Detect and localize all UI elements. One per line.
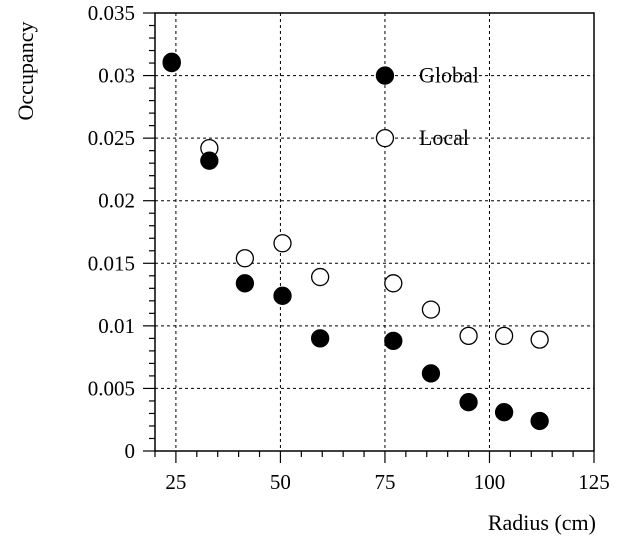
y-tick-label: 0.01: [98, 314, 135, 338]
x-tick-label: 25: [165, 470, 186, 494]
legend-local-marker: [375, 128, 395, 148]
local-data-point: [235, 249, 255, 268]
global-data-point: [162, 53, 181, 73]
local-data-point: [384, 274, 403, 293]
y-tick-label: 0.02: [98, 189, 135, 213]
y-tick-label: 0: [125, 439, 136, 463]
global-data-point: [384, 331, 403, 351]
local-data-point: [494, 326, 514, 346]
local-data-point: [459, 326, 478, 346]
legend-global-marker: [375, 66, 395, 85]
global-data-point: [310, 329, 330, 348]
axis-ticks: 25 50 75 100 125 0 0.005 0.01 0.015 0.02 0.025 0.03…: [88, 1, 610, 494]
legend: Global Local: [375, 63, 479, 150]
global-data-point: [200, 151, 219, 170]
global-data-point: [421, 364, 441, 383]
y-tick-label: 0.025: [88, 126, 135, 150]
local-data-point: [273, 234, 292, 253]
local-data-point: [421, 300, 441, 319]
x-axis-title: Radius (cm): [488, 510, 596, 535]
y-tick-label: 0.03: [98, 64, 135, 88]
y-axis-title: Occupancy: [13, 22, 38, 121]
plot-frame: [154, 12, 595, 452]
global-data-point: [494, 403, 514, 422]
global-data-point: [235, 274, 255, 293]
x-tick-label: 100: [474, 470, 506, 494]
global-data-point: [273, 286, 292, 305]
local-data-point: [530, 330, 549, 349]
x-tick-label: 50: [270, 470, 291, 494]
data-markers: [162, 52, 549, 431]
legend-local-label: Local: [419, 125, 469, 150]
global-data-point: [530, 411, 549, 431]
y-tick-label: 0.015: [88, 251, 135, 275]
y-tick-label: 0.005: [88, 376, 135, 400]
local-data-point: [310, 267, 330, 287]
x-tick-label: 75: [374, 470, 395, 494]
x-tick-label: 125: [578, 470, 610, 494]
global-data-point: [459, 393, 478, 412]
y-tick-label: 0.035: [88, 1, 135, 25]
grid-lines: [155, 13, 594, 451]
legend-global-label: Global: [419, 63, 479, 88]
